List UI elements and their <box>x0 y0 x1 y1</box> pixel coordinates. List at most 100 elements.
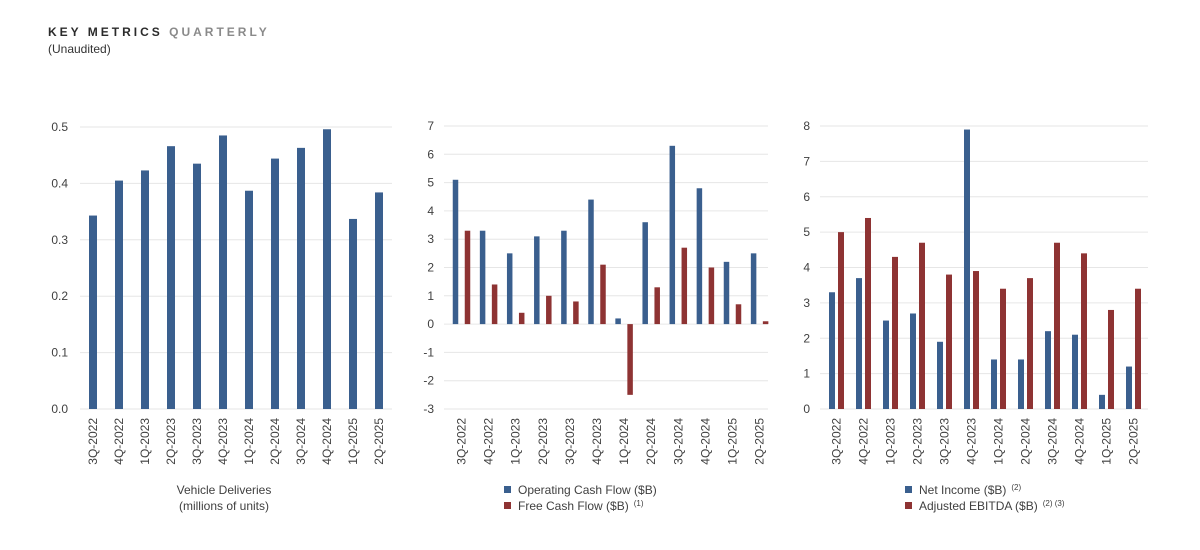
bar-series1 <box>615 318 621 325</box>
bar-series1 <box>349 218 357 409</box>
bar-series1 <box>375 192 383 409</box>
y-tick-label: 0.2 <box>51 289 68 303</box>
y-tick-label: 6 <box>427 147 434 161</box>
y-tick-label: 2 <box>803 331 810 345</box>
page-subtitle: (Unaudited) <box>48 42 111 56</box>
bar-series2 <box>573 301 579 325</box>
legend-footnote-marker: (2) <box>1011 483 1021 492</box>
x-category-label: 3Q-2022 <box>455 418 469 465</box>
legend-label: Free Cash Flow ($B) (1) <box>518 499 644 513</box>
bar-series1 <box>669 145 676 325</box>
bar-series1 <box>141 170 149 409</box>
legend-label: Net Income ($B) (2) <box>919 483 1021 497</box>
y-tick-label: 4 <box>803 261 810 275</box>
x-category-label: 4Q-2022 <box>857 418 871 465</box>
bar-series2 <box>681 247 688 325</box>
bar-series2 <box>546 295 552 325</box>
bar-series2 <box>1027 278 1033 409</box>
bar-series1 <box>696 188 703 325</box>
bar-series1 <box>452 179 459 325</box>
x-category-label: 1Q-2023 <box>138 418 152 465</box>
bar-series1 <box>883 320 889 409</box>
x-category-label: 4Q-2023 <box>216 418 230 465</box>
x-category-label: 2Q-2025 <box>1127 418 1141 465</box>
x-category-label: 1Q-2024 <box>992 418 1006 465</box>
bar-series2 <box>946 274 952 409</box>
bar-series2 <box>1081 253 1087 409</box>
legend-swatch <box>905 486 912 493</box>
bar-series2 <box>1135 288 1141 409</box>
legend-footnote-marker: (2) (3) <box>1043 499 1065 508</box>
bar-series1 <box>323 129 331 410</box>
page-title: KEY METRICS QUARTERLY <box>48 25 270 39</box>
bar-series1 <box>271 158 279 409</box>
bar-series1 <box>910 313 916 409</box>
y-tick-label: 5 <box>427 176 434 190</box>
bar-series1 <box>115 180 123 409</box>
legend-series-name: Operating Cash Flow ($B) <box>518 483 657 497</box>
x-category-label: 2Q-2023 <box>164 418 178 465</box>
bar-series1 <box>856 278 862 409</box>
bar-series2 <box>865 217 871 409</box>
bar-series1 <box>937 341 943 409</box>
x-category-label: 1Q-2024 <box>242 418 256 465</box>
x-category-label: 3Q-2023 <box>190 418 204 465</box>
legend-label: Operating Cash Flow ($B) <box>518 483 657 497</box>
bar-series1 <box>588 199 594 325</box>
y-tick-label: 7 <box>427 119 434 133</box>
bar-series2 <box>1054 242 1060 409</box>
x-category-label: 1Q-2023 <box>884 418 898 465</box>
legend-series-name: Adjusted EBITDA ($B) <box>919 499 1038 513</box>
y-tick-label: -3 <box>423 402 434 416</box>
legend-footnote-marker: (1) <box>634 499 644 508</box>
bar-series1 <box>167 146 175 409</box>
bar-series2 <box>1108 309 1114 409</box>
x-category-label: 1Q-2023 <box>509 418 523 465</box>
bar-series2 <box>838 232 844 409</box>
bar-series1 <box>534 236 540 325</box>
x-category-label: 2Q-2025 <box>753 418 767 465</box>
x-category-label: 3Q-2023 <box>938 418 952 465</box>
x-category-label: 4Q-2022 <box>112 418 126 465</box>
bar-series2 <box>491 284 498 325</box>
x-category-label: 2Q-2024 <box>644 418 658 465</box>
bar-series1 <box>964 129 970 409</box>
bar-series2 <box>627 324 633 395</box>
y-tick-label: 0.1 <box>51 346 68 360</box>
bar-series1 <box>750 253 757 325</box>
y-tick-label: -2 <box>423 374 434 388</box>
bar-series1 <box>723 261 730 325</box>
y-tick-label: -1 <box>423 345 434 359</box>
x-category-label: 3Q-2024 <box>294 418 308 465</box>
bar-series1 <box>829 292 835 409</box>
y-tick-label: 0 <box>803 402 810 416</box>
y-tick-label: 0.3 <box>51 233 68 247</box>
legend-series-name: Free Cash Flow ($B) <box>518 499 629 513</box>
bar-series2 <box>464 230 471 325</box>
title-suffix: QUARTERLY <box>169 25 270 39</box>
bar-series2 <box>762 321 769 325</box>
bar-series1 <box>297 147 305 410</box>
x-category-label: 2Q-2025 <box>372 418 386 465</box>
bar-series1 <box>1018 359 1024 409</box>
bar-series1 <box>642 222 648 325</box>
legend-swatch <box>504 486 511 493</box>
x-category-label: 4Q-2023 <box>965 418 979 465</box>
bar-series2 <box>1000 288 1006 409</box>
y-tick-label: 0.0 <box>51 402 68 416</box>
y-tick-label: 8 <box>803 119 810 133</box>
y-tick-label: 7 <box>803 154 810 168</box>
x-category-label: 1Q-2025 <box>1100 418 1114 465</box>
x-category-label: 2Q-2023 <box>536 418 550 465</box>
legend-series-name: Net Income ($B) <box>919 483 1006 497</box>
bar-series1 <box>193 163 201 409</box>
bar-series1 <box>245 190 253 409</box>
x-category-label: 1Q-2024 <box>617 418 631 465</box>
x-category-label: 2Q-2024 <box>1019 418 1033 465</box>
y-tick-label: 6 <box>803 190 810 204</box>
bar-series1 <box>991 359 997 409</box>
x-category-label: 3Q-2022 <box>830 418 844 465</box>
